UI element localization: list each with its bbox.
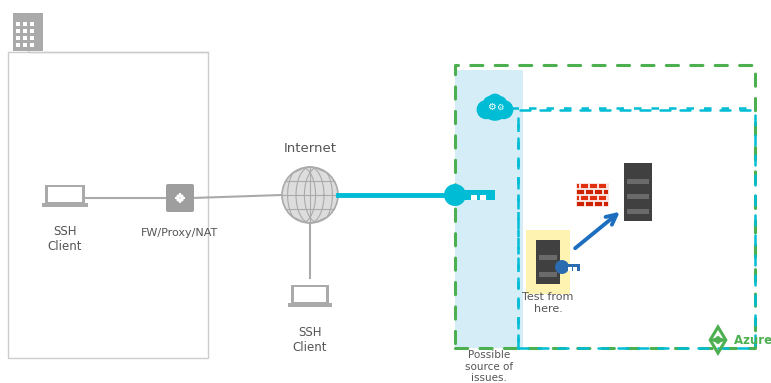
Bar xyxy=(536,240,560,284)
Bar xyxy=(455,70,523,348)
Circle shape xyxy=(719,338,723,342)
Bar xyxy=(16,22,20,26)
Bar xyxy=(589,195,597,200)
Bar xyxy=(13,13,43,51)
Bar xyxy=(455,190,495,200)
Bar xyxy=(594,189,602,194)
Bar xyxy=(23,22,27,26)
Text: SSH
Client: SSH Client xyxy=(48,225,82,253)
Bar xyxy=(627,179,649,184)
Bar xyxy=(568,267,572,270)
Bar xyxy=(45,185,85,205)
Bar xyxy=(42,203,88,207)
Circle shape xyxy=(494,100,513,119)
Circle shape xyxy=(282,167,338,223)
Bar xyxy=(594,201,602,206)
Bar xyxy=(624,163,652,221)
Bar xyxy=(30,36,34,40)
Circle shape xyxy=(444,184,466,206)
Bar xyxy=(576,201,584,206)
Bar xyxy=(526,230,570,294)
Bar xyxy=(30,43,34,47)
Text: ⚙: ⚙ xyxy=(487,102,496,112)
Bar xyxy=(539,255,557,260)
Bar xyxy=(627,194,649,199)
Bar xyxy=(294,287,326,302)
Bar xyxy=(585,189,593,194)
Bar xyxy=(16,36,20,40)
Bar xyxy=(480,195,486,200)
Bar xyxy=(291,285,329,305)
Circle shape xyxy=(716,338,720,342)
Bar xyxy=(455,65,755,348)
Text: Possible
source of
issues.: Possible source of issues. xyxy=(465,350,513,383)
Bar xyxy=(23,43,27,47)
Bar xyxy=(576,195,579,200)
Bar xyxy=(580,183,588,188)
Text: Internet: Internet xyxy=(284,142,336,155)
Bar xyxy=(585,201,593,206)
Bar xyxy=(48,187,82,202)
Bar xyxy=(603,189,608,194)
Bar xyxy=(8,52,208,358)
Bar xyxy=(580,195,588,200)
Text: FW/Proxy/NAT: FW/Proxy/NAT xyxy=(141,228,219,238)
Bar xyxy=(471,195,477,200)
Circle shape xyxy=(493,96,507,110)
Text: ⚙: ⚙ xyxy=(497,103,503,111)
Bar xyxy=(573,267,577,270)
Text: SSH
Client: SSH Client xyxy=(293,326,327,354)
Bar xyxy=(16,43,20,47)
Circle shape xyxy=(476,100,496,119)
Bar xyxy=(627,209,649,214)
Bar xyxy=(30,22,34,26)
Bar xyxy=(562,264,580,270)
Bar xyxy=(598,183,606,188)
Bar xyxy=(30,29,34,33)
Bar xyxy=(539,272,557,277)
Bar xyxy=(576,183,579,188)
Bar xyxy=(598,195,606,200)
Bar xyxy=(589,183,597,188)
Circle shape xyxy=(482,95,508,121)
Circle shape xyxy=(483,96,497,110)
Bar xyxy=(607,195,608,200)
Text: Test from
here.: Test from here. xyxy=(522,292,574,314)
Bar xyxy=(288,303,332,307)
Bar xyxy=(607,183,608,188)
Circle shape xyxy=(555,260,569,274)
Bar xyxy=(23,36,27,40)
FancyBboxPatch shape xyxy=(166,184,194,212)
Bar xyxy=(576,189,584,194)
Text: Azure VNet: Azure VNet xyxy=(734,334,771,347)
Bar xyxy=(23,29,27,33)
Circle shape xyxy=(712,338,717,342)
Bar xyxy=(16,29,20,33)
Circle shape xyxy=(487,93,503,110)
Bar xyxy=(518,110,755,348)
Bar xyxy=(603,201,608,206)
